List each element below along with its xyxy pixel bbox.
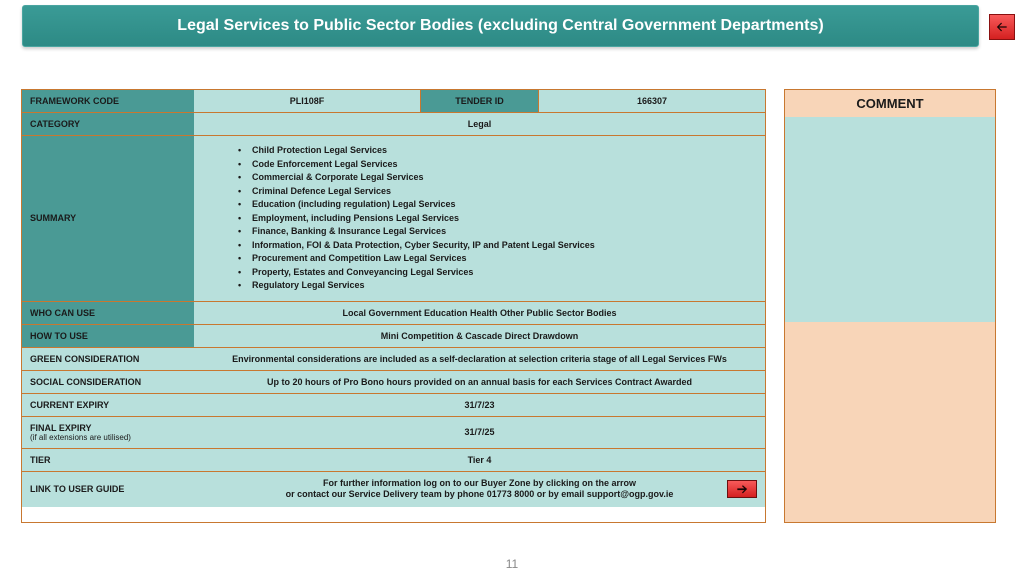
arrow-left-icon: [995, 20, 1009, 34]
link-guide-arrow-button[interactable]: [727, 480, 757, 498]
summary-list: Child Protection Legal ServicesCode Enfo…: [202, 144, 757, 293]
comment-body-lower: [785, 322, 995, 522]
label-green: GREEN CONSIDERATION: [22, 348, 194, 370]
label-social: SOCIAL CONSIDERATION: [22, 371, 194, 393]
info-table: FRAMEWORK CODE PLI108F TENDER ID 166307 …: [21, 89, 766, 523]
summary-item: Regulatory Legal Services: [252, 279, 757, 293]
label-how-to-use: HOW TO USE: [22, 325, 194, 347]
value-category: Legal: [194, 113, 765, 135]
label-link-guide: LINK TO USER GUIDE: [22, 472, 194, 507]
table-row: HOW TO USE Mini Competition & Cascade Di…: [22, 325, 765, 348]
label-tender-id: TENDER ID: [421, 90, 539, 112]
comment-panel: COMMENT: [784, 89, 996, 523]
arrow-right-icon: [735, 484, 749, 494]
table-row: TIER Tier 4: [22, 449, 765, 472]
value-green: Environmental considerations are include…: [194, 348, 765, 370]
link-guide-line2: or contact our Service Delivery team by …: [286, 489, 674, 501]
label-tier: TIER: [22, 449, 194, 471]
table-row: SOCIAL CONSIDERATION Up to 20 hours of P…: [22, 371, 765, 394]
summary-item: Property, Estates and Conveyancing Legal…: [252, 266, 757, 280]
value-link-guide: For further information log on to our Bu…: [194, 472, 765, 507]
value-social: Up to 20 hours of Pro Bono hours provide…: [194, 371, 765, 393]
label-category: CATEGORY: [22, 113, 194, 135]
table-row: FRAMEWORK CODE PLI108F TENDER ID 166307: [22, 90, 765, 113]
label-final-expiry: FINAL EXPIRY (if all extensions are util…: [22, 417, 194, 448]
page-number: 11: [0, 557, 1024, 571]
final-expiry-main-label: FINAL EXPIRY: [30, 423, 92, 433]
summary-item: Criminal Defence Legal Services: [252, 185, 757, 199]
label-framework-code: FRAMEWORK CODE: [22, 90, 194, 112]
comment-body-upper: [785, 117, 995, 322]
table-row-link: LINK TO USER GUIDE For further informati…: [22, 472, 765, 507]
value-current-expiry: 31/7/23: [194, 394, 765, 416]
value-tender-id: 166307: [539, 90, 765, 112]
main-layout: FRAMEWORK CODE PLI108F TENDER ID 166307 …: [21, 89, 996, 523]
summary-item: Education (including regulation) Legal S…: [252, 198, 757, 212]
summary-item: Code Enforcement Legal Services: [252, 158, 757, 172]
label-current-expiry: CURRENT EXPIRY: [22, 394, 194, 416]
table-row-summary: SUMMARY Child Protection Legal ServicesC…: [22, 136, 765, 302]
table-row: FINAL EXPIRY (if all extensions are util…: [22, 417, 765, 449]
table-row: CATEGORY Legal: [22, 113, 765, 136]
value-framework-code: PLI108F: [194, 90, 421, 112]
summary-item: Commercial & Corporate Legal Services: [252, 171, 757, 185]
label-who-can-use: WHO CAN USE: [22, 302, 194, 324]
summary-item: Child Protection Legal Services: [252, 144, 757, 158]
page-title: Legal Services to Public Sector Bodies (…: [177, 17, 823, 35]
back-arrow-button[interactable]: [989, 14, 1015, 40]
summary-item: Procurement and Competition Law Legal Se…: [252, 252, 757, 266]
label-summary: SUMMARY: [22, 136, 194, 301]
value-tier: Tier 4: [194, 449, 765, 471]
header-bar: Legal Services to Public Sector Bodies (…: [22, 5, 979, 47]
link-guide-line1: For further information log on to our Bu…: [323, 478, 636, 490]
final-expiry-sub-label: (if all extensions are utilised): [30, 433, 131, 442]
summary-item: Finance, Banking & Insurance Legal Servi…: [252, 225, 757, 239]
summary-item: Information, FOI & Data Protection, Cybe…: [252, 239, 757, 253]
comment-header: COMMENT: [785, 90, 995, 117]
value-final-expiry: 31/7/25: [194, 417, 765, 448]
value-summary: Child Protection Legal ServicesCode Enfo…: [194, 136, 765, 301]
table-row: GREEN CONSIDERATION Environmental consid…: [22, 348, 765, 371]
summary-item: Employment, including Pensions Legal Ser…: [252, 212, 757, 226]
table-row: CURRENT EXPIRY 31/7/23: [22, 394, 765, 417]
table-row: WHO CAN USE Local Government Education H…: [22, 302, 765, 325]
value-how-to-use: Mini Competition & Cascade Direct Drawdo…: [194, 325, 765, 347]
value-who-can-use: Local Government Education Health Other …: [194, 302, 765, 324]
